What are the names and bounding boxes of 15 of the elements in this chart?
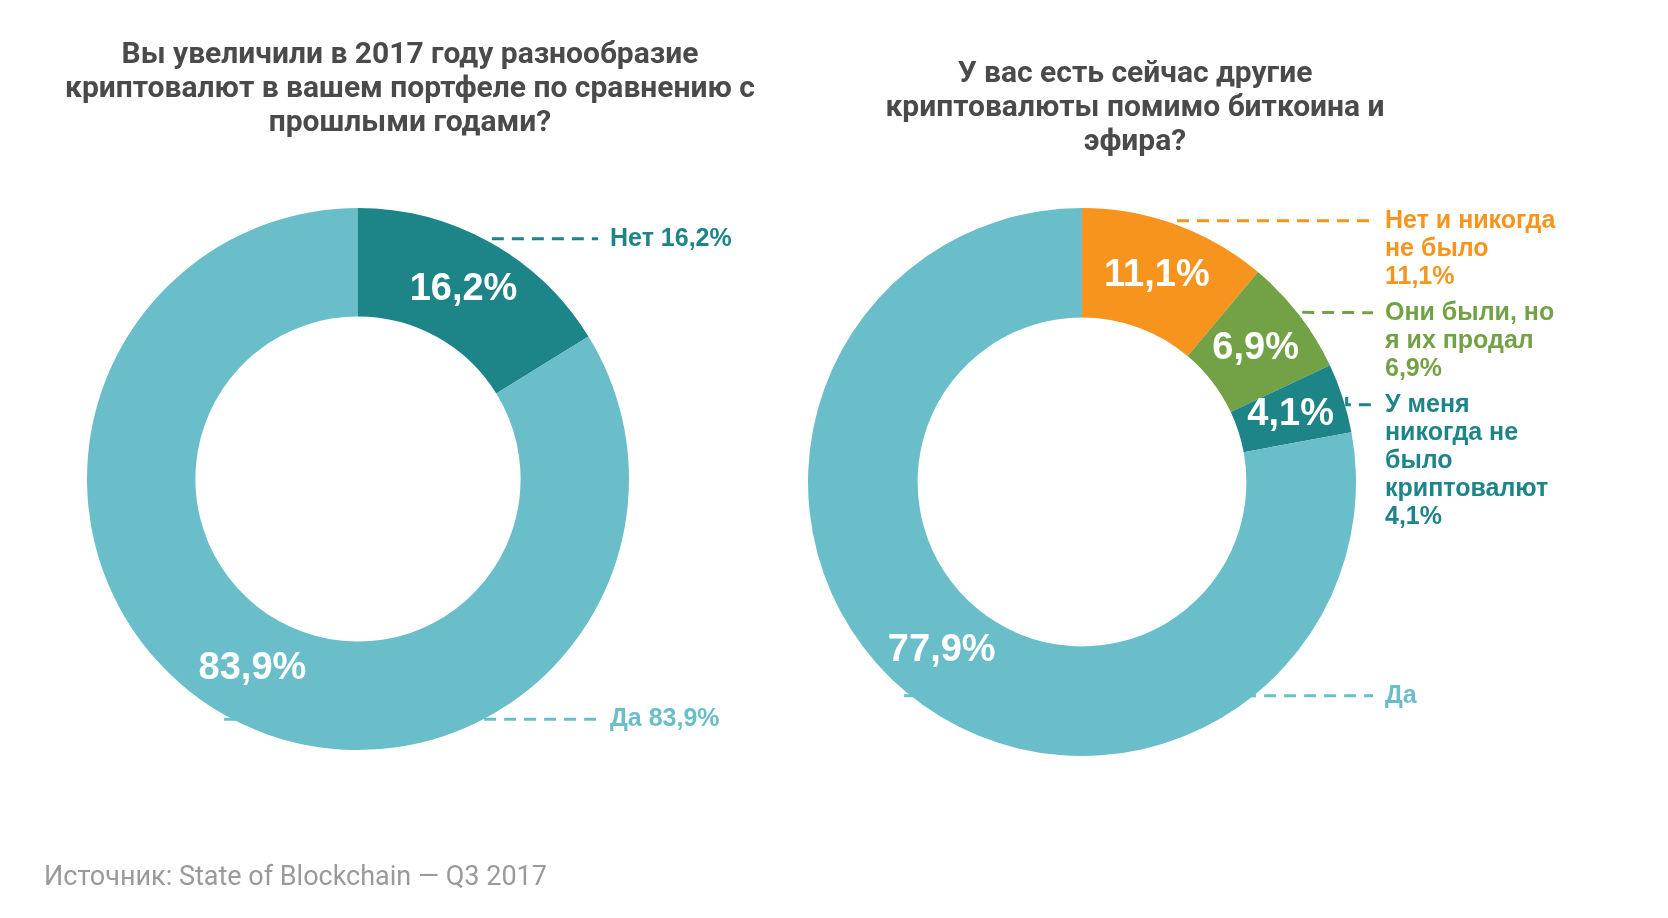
slice-label: Нет и никогда не было 11,1% [1385,204,1557,289]
data-label: 11,1% [1104,252,1210,295]
text: Источник: State of Blockchain — Q3 2017 [44,860,547,892]
slice-label: Да [1385,679,1418,708]
slice-label: Да 83,9% [610,703,720,732]
data-label: 4,1% [1247,391,1334,434]
chart-title: У вас есть сейчас другие криптовалюты помимо биткоина и эфира? [884,54,1386,157]
slice-label: У меня никогда не было криптовалют 4,1% [1385,388,1549,529]
chart-title: Вы увеличили в 2017 году разнообразие криптовалют в вашем портфеле по сравнению с прошлыми годами? [64,35,756,138]
data-label: 83,9% [198,644,307,687]
slice-label: Нет 16,2% [610,222,732,251]
data-label: 6,9% [1212,324,1299,367]
slice-label: Они были, но я их продал 6,9% [1384,296,1555,381]
data-label: 16,2% [409,266,518,309]
data-label: 77,9% [887,626,996,669]
